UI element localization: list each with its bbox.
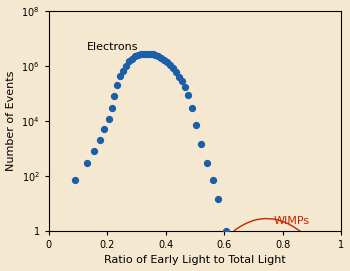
Point [72, 178, 78, 182]
Point [156, 54, 161, 59]
Text: WIMPs: WIMPs [274, 217, 310, 227]
Point [170, 66, 176, 70]
Point [102, 127, 107, 132]
Point [153, 53, 158, 57]
Point [204, 161, 210, 165]
Point [91, 149, 97, 153]
Point [150, 52, 155, 57]
Point [159, 56, 164, 60]
Point [182, 85, 188, 90]
Point [189, 106, 195, 110]
Point [147, 52, 152, 56]
Point [144, 51, 149, 56]
Point [167, 63, 173, 67]
Point [129, 56, 135, 61]
Point [114, 83, 120, 88]
Point [176, 75, 182, 79]
Y-axis label: Number of Events: Number of Events [6, 71, 15, 171]
Text: Electrons: Electrons [87, 42, 138, 52]
Point [118, 74, 123, 78]
Point [223, 229, 229, 233]
Point [179, 79, 185, 84]
Point [84, 161, 90, 165]
Point [126, 59, 132, 64]
Point [135, 53, 141, 57]
Point [173, 70, 179, 75]
Point [120, 68, 126, 73]
X-axis label: Ratio of Early Light to Total Light: Ratio of Early Light to Total Light [104, 256, 286, 265]
Point [109, 106, 114, 110]
Point [198, 141, 204, 146]
Point [141, 51, 147, 56]
Point [132, 54, 138, 59]
Point [164, 60, 170, 64]
Point [97, 138, 103, 143]
Point [138, 52, 144, 56]
Point [112, 94, 117, 99]
Point [210, 178, 215, 182]
Point [124, 64, 129, 69]
Point [106, 117, 111, 121]
Point [161, 58, 167, 62]
Point [216, 196, 221, 201]
Point [194, 123, 199, 128]
Point [185, 93, 190, 97]
